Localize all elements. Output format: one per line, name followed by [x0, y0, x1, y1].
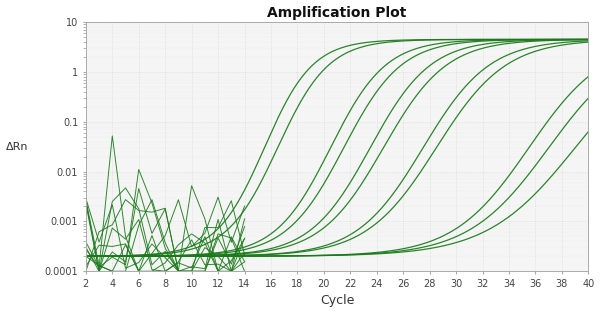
Y-axis label: ΔRn: ΔRn: [5, 142, 28, 152]
X-axis label: Cycle: Cycle: [320, 295, 354, 307]
Title: Amplification Plot: Amplification Plot: [268, 6, 407, 19]
